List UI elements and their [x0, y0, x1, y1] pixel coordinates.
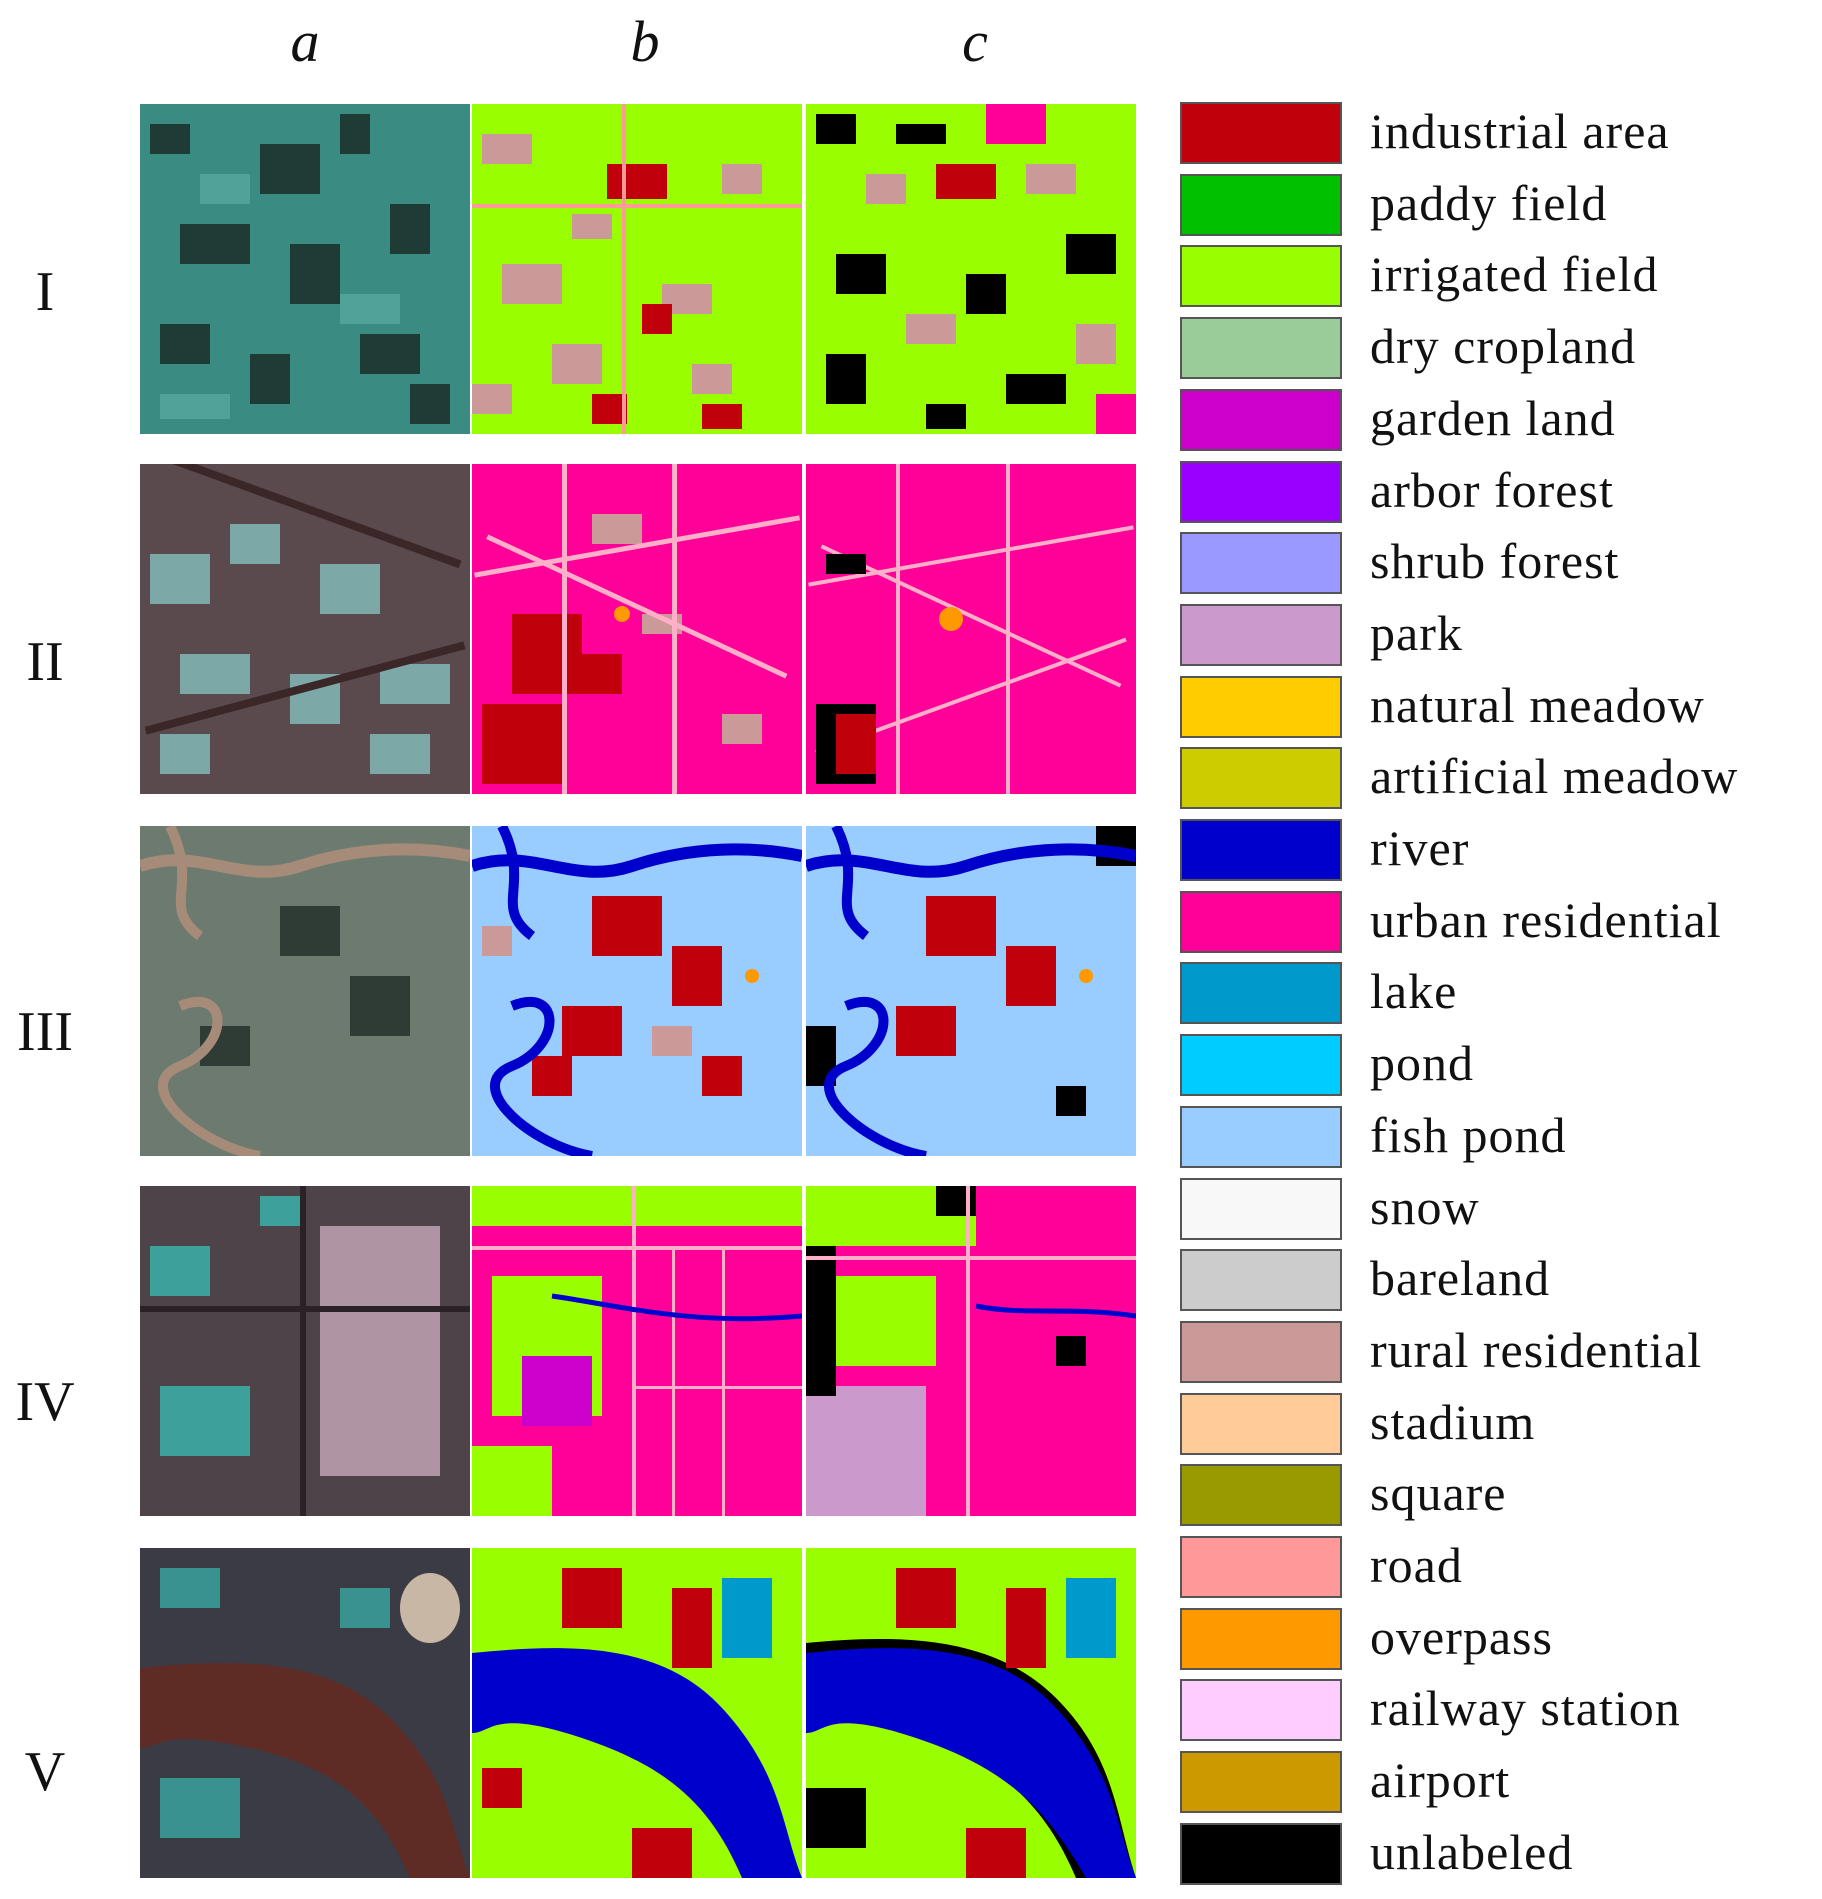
legend-swatch [1180, 1320, 1342, 1383]
legend-item: natural meadow [1180, 674, 1820, 742]
legend-label: natural meadow [1370, 676, 1705, 733]
panel-III-c-ground-truth [806, 826, 1136, 1156]
panel-V-a-satellite [140, 1548, 470, 1878]
legend-item: stadium [1180, 1391, 1820, 1459]
legend-label: dry cropland [1370, 318, 1637, 375]
legend-swatch [1180, 890, 1342, 953]
legend-item: lake [1180, 960, 1820, 1028]
legend-label: fish pond [1370, 1106, 1567, 1163]
panel-IV-b-prediction [472, 1186, 802, 1516]
legend-swatch [1180, 1392, 1342, 1455]
legend-label: shrub forest [1370, 533, 1620, 590]
legend-label: arbor forest [1370, 461, 1614, 518]
row-header-I: I [35, 261, 55, 323]
legend-label: square [1370, 1465, 1507, 1522]
legend-label: stadium [1370, 1393, 1536, 1450]
legend-item: unlabeled [1180, 1821, 1820, 1889]
legend-item: railway station [1180, 1677, 1820, 1745]
legend-item: paddy field [1180, 172, 1820, 240]
legend-item: road [1180, 1534, 1820, 1602]
column-header-a: a [290, 9, 320, 74]
legend-swatch [1180, 1034, 1342, 1097]
legend-swatch [1180, 819, 1342, 881]
legend-label: overpass [1370, 1608, 1553, 1665]
legend-label: bareland [1370, 1250, 1551, 1307]
legend-swatch [1180, 1249, 1342, 1312]
legend-swatch [1180, 1679, 1342, 1742]
row-header-II: II [26, 631, 64, 693]
legend-label: garden land [1370, 389, 1616, 446]
panel-II-a-satellite [140, 464, 470, 794]
legend-label: artificial meadow [1370, 748, 1739, 805]
legend-swatch [1180, 1536, 1342, 1598]
legend-label: paddy field [1370, 174, 1608, 231]
legend-swatch [1180, 460, 1342, 523]
legend-item: artificial meadow [1180, 745, 1820, 813]
legend-swatch [1180, 1177, 1342, 1240]
legend-swatch [1180, 675, 1342, 738]
legend-label: unlabeled [1370, 1823, 1574, 1880]
panel-IV-a-satellite [140, 1186, 470, 1516]
legend-item: dry cropland [1180, 315, 1820, 383]
legend-label: industrial area [1370, 103, 1670, 159]
legend-swatch [1180, 1822, 1342, 1885]
panel-III-a-satellite [140, 826, 470, 1156]
legend-item: river [1180, 817, 1820, 885]
legend-label: road [1370, 1537, 1463, 1593]
legend-label: rural residential [1370, 1321, 1703, 1378]
row-header-V: V [24, 1741, 66, 1803]
legend-item: fish pond [1180, 1104, 1820, 1172]
panel-IV-c-ground-truth [806, 1186, 1136, 1516]
legend-swatch [1180, 102, 1342, 164]
legend-item: bareland [1180, 1247, 1820, 1315]
legend-swatch [1180, 1607, 1342, 1670]
panel-III-b-prediction [472, 826, 802, 1156]
legend-swatch [1180, 173, 1342, 236]
legend-label: airport [1370, 1752, 1511, 1809]
legend-swatch [1180, 1751, 1342, 1814]
legend-swatch [1180, 317, 1342, 380]
row-header-IV: IV [15, 1371, 75, 1433]
legend-swatch [1180, 603, 1342, 666]
column-header-c: c [962, 9, 988, 74]
legend-item: urban residential [1180, 889, 1820, 957]
column-header-b: b [630, 9, 660, 74]
legend-item: square [1180, 1462, 1820, 1530]
legend-label: urban residential [1370, 891, 1722, 948]
legend-label: pond [1370, 1035, 1474, 1092]
legend-label: irrigated field [1370, 246, 1659, 303]
panel-I-c-ground-truth [806, 104, 1136, 434]
legend-item: rural residential [1180, 1319, 1820, 1387]
legend-swatch [1180, 747, 1342, 810]
legend-swatch [1180, 245, 1342, 308]
panel-V-b-prediction [472, 1548, 802, 1878]
legend-item: shrub forest [1180, 530, 1820, 598]
legend-item: irrigated field [1180, 243, 1820, 311]
legend-swatch [1180, 1105, 1342, 1168]
panel-II-c-ground-truth [806, 464, 1136, 794]
legend-item: pond [1180, 1032, 1820, 1100]
legend-label: snow [1370, 1178, 1480, 1235]
panel-V-c-ground-truth [806, 1548, 1136, 1878]
legend-item: industrial area [1180, 100, 1820, 168]
panel-II-b-prediction [472, 464, 802, 794]
legend-item: overpass [1180, 1606, 1820, 1674]
legend-label: railway station [1370, 1680, 1681, 1737]
legend-label: lake [1370, 963, 1458, 1020]
panel-I-b-prediction [472, 104, 802, 434]
legend-swatch [1180, 962, 1342, 1025]
legend-label: river [1370, 820, 1470, 876]
legend-swatch [1180, 1464, 1342, 1527]
legend-item: airport [1180, 1749, 1820, 1817]
legend-swatch [1180, 532, 1342, 595]
legend-item: snow [1180, 1176, 1820, 1244]
panel-I-a-satellite [140, 104, 470, 434]
row-header-III: III [17, 1001, 73, 1063]
legend-item: park [1180, 602, 1820, 670]
legend-label: park [1370, 604, 1463, 661]
legend-item: garden land [1180, 387, 1820, 455]
legend-item: arbor forest [1180, 459, 1820, 527]
legend-swatch [1180, 388, 1342, 451]
